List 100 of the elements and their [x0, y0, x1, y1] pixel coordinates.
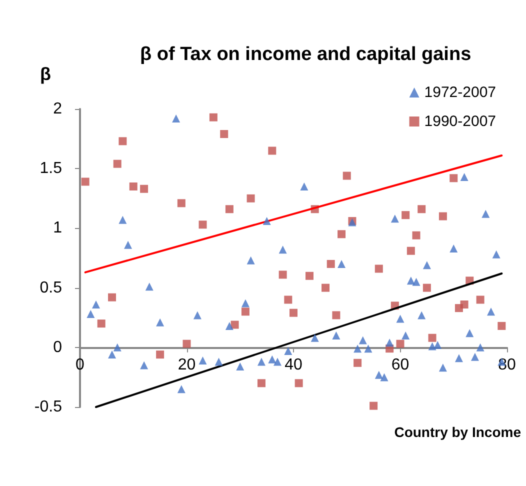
point — [268, 146, 276, 155]
point — [422, 284, 431, 292]
point — [354, 358, 362, 367]
point — [140, 361, 148, 370]
point — [434, 341, 442, 350]
point — [113, 343, 122, 352]
point — [306, 272, 314, 280]
point — [108, 293, 116, 302]
point — [422, 261, 431, 270]
point — [268, 355, 276, 364]
point — [290, 308, 298, 317]
point — [438, 212, 447, 220]
point — [172, 114, 180, 123]
point — [124, 240, 132, 249]
point — [412, 231, 420, 240]
y-tick-label: 1 — [53, 220, 62, 237]
point — [428, 334, 436, 342]
point — [476, 343, 484, 352]
point — [498, 322, 506, 330]
legend-label: 1990-2007 — [424, 113, 496, 130]
point — [177, 199, 186, 208]
point — [108, 350, 116, 359]
point — [198, 220, 207, 229]
point — [338, 260, 346, 268]
point — [177, 385, 186, 394]
point — [118, 137, 127, 146]
point — [374, 370, 383, 379]
point — [396, 314, 404, 323]
point — [81, 178, 90, 186]
point — [97, 320, 106, 328]
point — [332, 331, 340, 340]
point — [284, 346, 292, 355]
point — [300, 182, 308, 190]
point — [284, 296, 292, 304]
x-axis-title: Country by Income — [394, 424, 522, 440]
point — [220, 130, 228, 138]
point — [145, 282, 154, 291]
point — [402, 211, 410, 220]
point — [338, 230, 346, 238]
point — [358, 336, 367, 344]
y-tick-label: -0.5 — [34, 398, 62, 416]
point — [214, 358, 223, 366]
point — [257, 379, 266, 388]
x-tick-label: 0 — [76, 356, 85, 374]
point — [354, 344, 362, 353]
point — [92, 300, 100, 308]
point — [118, 216, 127, 224]
point — [262, 217, 271, 226]
point — [460, 172, 468, 181]
point — [374, 264, 383, 273]
point — [412, 278, 420, 286]
point — [450, 174, 458, 182]
point — [418, 311, 426, 320]
point — [86, 310, 95, 318]
legend-label: 1972-2007 — [424, 84, 496, 101]
point — [241, 308, 250, 316]
point — [198, 356, 207, 365]
point — [241, 299, 250, 308]
point — [113, 160, 122, 168]
point — [482, 210, 490, 218]
point — [486, 308, 495, 316]
point — [470, 352, 479, 361]
point — [182, 340, 191, 348]
point — [236, 362, 244, 370]
point — [370, 402, 378, 410]
point — [257, 358, 266, 366]
y-axis-title: β — [40, 64, 51, 84]
y-tick-label: 0.5 — [40, 279, 62, 296]
point — [450, 244, 458, 252]
point — [380, 373, 388, 382]
point — [342, 172, 351, 180]
point — [193, 311, 202, 320]
point — [278, 246, 287, 254]
point — [492, 250, 500, 258]
y-tick-label: 0 — [53, 338, 62, 356]
point — [310, 334, 319, 342]
point — [406, 246, 415, 255]
point — [332, 311, 340, 320]
point — [476, 296, 484, 304]
x-tick-label: 60 — [391, 356, 410, 374]
point — [454, 354, 463, 362]
point — [273, 358, 282, 366]
point — [156, 318, 164, 326]
point — [294, 379, 303, 388]
point — [386, 338, 394, 347]
point — [402, 331, 410, 340]
point — [246, 194, 255, 202]
y-tick-label: 2 — [53, 100, 62, 118]
point — [129, 182, 138, 190]
x-tick-label: 20 — [178, 356, 196, 374]
point — [322, 284, 330, 292]
point — [460, 300, 468, 308]
point — [278, 270, 287, 279]
point — [246, 256, 255, 264]
point — [225, 205, 234, 214]
point — [209, 113, 218, 122]
chart-title: β of Tax on income and capital gains — [140, 44, 472, 65]
y-tick-label: 1.5 — [40, 160, 62, 178]
point — [230, 320, 239, 329]
point — [396, 340, 404, 348]
